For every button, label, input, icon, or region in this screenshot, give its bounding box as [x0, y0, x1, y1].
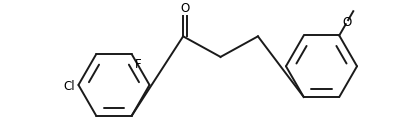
Text: O: O [180, 2, 190, 15]
Text: Cl: Cl [63, 80, 75, 93]
Text: F: F [134, 58, 141, 71]
Text: O: O [342, 16, 352, 29]
